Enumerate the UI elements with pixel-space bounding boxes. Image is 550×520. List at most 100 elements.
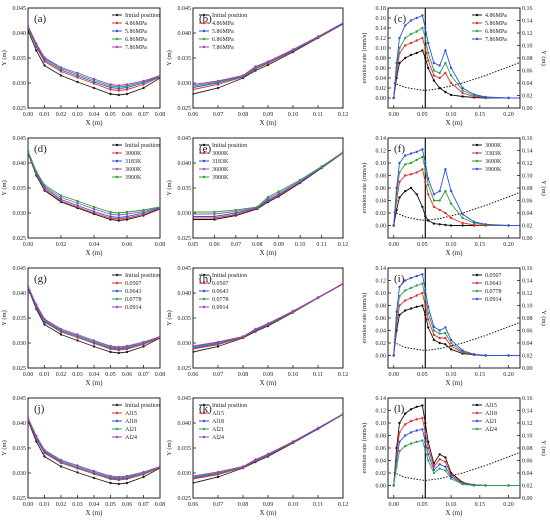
x-tick-label: 0.08 xyxy=(238,112,249,118)
x-axis-label: X (m) xyxy=(446,249,464,257)
data-point xyxy=(409,296,413,300)
data-point xyxy=(444,331,447,335)
data-point xyxy=(76,471,79,474)
legend-marker xyxy=(202,411,206,415)
data-point xyxy=(254,327,257,331)
data-point xyxy=(432,329,436,332)
legend: Al15 Al18 Al21 Al24 xyxy=(472,403,497,433)
data-point xyxy=(409,152,413,155)
x-tick-label: 0.15 xyxy=(475,112,486,118)
data-point xyxy=(109,83,112,86)
y-tick-label: 0.030 xyxy=(178,81,192,87)
data-point xyxy=(125,474,129,478)
nozzle-contour-line xyxy=(393,321,521,352)
x-tick-label: 0.20 xyxy=(503,372,514,378)
legend-marker xyxy=(115,37,119,41)
y-tick-label: 0.10 xyxy=(376,161,387,167)
data-point xyxy=(59,465,63,468)
x-tick-label: 0.01 xyxy=(39,502,50,508)
panel-label: (c) xyxy=(394,13,407,25)
x-tick-label: 0.05 xyxy=(417,372,428,378)
data-point xyxy=(438,336,441,340)
legend-label: 5.86MPa xyxy=(485,21,507,27)
series-5-86mpa xyxy=(392,36,520,100)
data-point xyxy=(415,440,418,443)
series-initial-position xyxy=(28,29,160,97)
y-tick-label: 0.025 xyxy=(13,106,27,112)
x-tick-label: 0.01 xyxy=(39,112,50,118)
data-point xyxy=(421,439,424,442)
y2-tick-label: 0.08 xyxy=(522,186,533,192)
legend-marker xyxy=(202,435,206,439)
x-tick-label: 0.11 xyxy=(313,502,323,508)
data-point xyxy=(398,313,401,317)
data-point xyxy=(421,49,424,52)
legend-label: 3900K xyxy=(485,167,502,173)
series-7-86mpa xyxy=(392,14,520,100)
data-point xyxy=(432,193,436,196)
data-point xyxy=(424,26,427,30)
data-point xyxy=(92,207,96,211)
y-tick-label: 0.10 xyxy=(376,421,387,427)
x-tick-label: 0.03 xyxy=(72,502,83,508)
y2-tick-label: 0.04 xyxy=(522,211,533,217)
y2-axis-label: Y (m) xyxy=(540,440,547,455)
data-point xyxy=(398,440,401,443)
legend-marker xyxy=(475,411,479,415)
data-point xyxy=(254,65,257,68)
data-point xyxy=(92,86,96,90)
data-point xyxy=(432,69,436,72)
data-point xyxy=(424,440,427,443)
data-point xyxy=(316,35,320,38)
x-tick-label: 0.12 xyxy=(338,242,349,248)
legend-marker xyxy=(475,13,479,17)
y2-tick-label: 0.02 xyxy=(522,484,533,490)
panel-label: (b) xyxy=(199,13,212,25)
data-point xyxy=(438,332,441,335)
data-point xyxy=(461,95,464,98)
data-point xyxy=(398,161,401,165)
legend-label: 0.0507 xyxy=(485,273,502,279)
legend-marker xyxy=(115,289,119,293)
data-point xyxy=(461,86,464,90)
chart-panel-k: 0.06 0.07 0.08 0.09 0.10 0.11 0.12 0.025 0.030 0.… xyxy=(166,396,348,517)
legend-label: 0.0507 xyxy=(212,281,229,287)
legend-marker xyxy=(115,419,119,423)
series-7-86mpa xyxy=(193,21,343,86)
data-point xyxy=(518,224,520,227)
data-point xyxy=(421,26,424,30)
data-point xyxy=(444,223,447,227)
legend-label: Al18 xyxy=(485,411,497,417)
y-tick-label: 0.06 xyxy=(376,186,387,192)
data-point xyxy=(76,71,79,75)
y-tick-label: 0.04 xyxy=(376,76,387,82)
data-point xyxy=(424,304,427,307)
x-tick-label: 0.06 xyxy=(122,242,133,248)
x-tick-label: 0.00 xyxy=(388,112,399,118)
series-0-0914 xyxy=(193,282,343,348)
data-point xyxy=(415,158,418,162)
y2-tick-label: 0.16 xyxy=(522,266,533,272)
data-point xyxy=(409,408,413,411)
y-tick-label: 0.16 xyxy=(376,16,387,22)
y-tick-label: 0.025 xyxy=(178,366,192,372)
series-al24 xyxy=(193,412,343,478)
x-axis-label: X (m) xyxy=(446,379,464,387)
y-tick-label: 0.06 xyxy=(376,66,387,72)
data-point xyxy=(341,282,343,285)
x-tick-label: 0.05 xyxy=(188,242,199,248)
data-point xyxy=(421,155,424,158)
data-point xyxy=(438,467,441,470)
data-point xyxy=(35,303,38,306)
data-point xyxy=(461,216,464,220)
y-tick-label: 0.08 xyxy=(376,174,387,180)
y-tick-label: 0.14 xyxy=(376,26,387,32)
series-line xyxy=(393,37,520,99)
plot-frame xyxy=(27,397,161,499)
legend-label: Al24 xyxy=(125,435,137,441)
legend-label: 3183K xyxy=(212,159,229,165)
y-tick-label: 0.035 xyxy=(13,186,27,192)
legend-label: 6.86MPa xyxy=(485,29,507,35)
data-point xyxy=(125,215,129,218)
series-line xyxy=(393,404,520,486)
